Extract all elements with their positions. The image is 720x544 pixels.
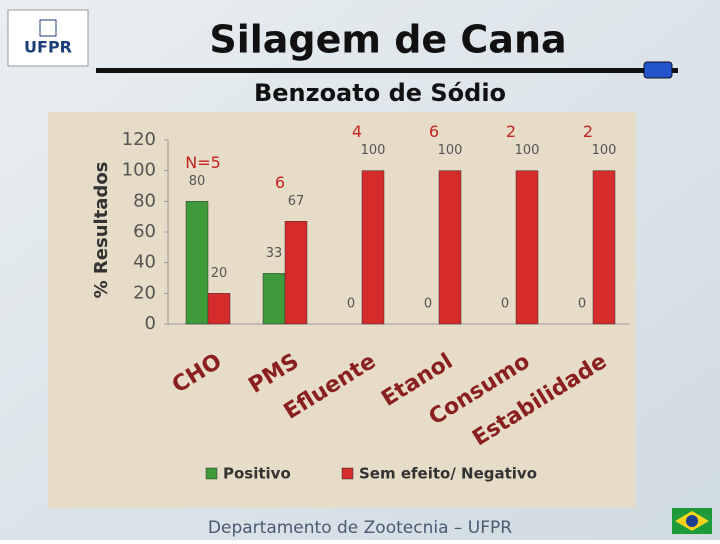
data-label: 20	[211, 266, 228, 281]
y-axis-label: % Resultados	[91, 162, 112, 299]
bar	[284, 221, 308, 325]
annotation: 4	[352, 122, 362, 141]
data-label: 100	[592, 143, 617, 158]
legend-swatch	[205, 467, 218, 480]
slide-title: Silagem de Cana	[209, 18, 566, 62]
data-label: 100	[361, 143, 386, 158]
data-label: 0	[347, 297, 355, 312]
title-rule	[96, 68, 678, 73]
bar	[207, 293, 231, 325]
logo-icon	[39, 19, 57, 37]
y-tick-label: 120	[122, 129, 156, 150]
bar	[361, 170, 385, 325]
y-tick-label: 80	[133, 190, 156, 211]
flag	[672, 508, 712, 534]
annotation: N=5	[185, 153, 221, 172]
data-label: 0	[578, 297, 586, 312]
y-tick-label: 20	[133, 282, 156, 303]
bar	[592, 170, 616, 325]
legend-label: Positivo	[223, 465, 291, 483]
rule-icon	[643, 61, 673, 79]
y-tick-label: 60	[133, 221, 156, 242]
data-label: 67	[288, 194, 305, 209]
annotation: 6	[429, 122, 439, 141]
data-label: 100	[438, 143, 463, 158]
footer: Departamento de Zootecnia – UFPR	[208, 518, 512, 538]
data-label: 0	[424, 297, 432, 312]
data-label: 80	[189, 174, 206, 189]
bar	[515, 170, 539, 325]
annotation: 2	[583, 122, 593, 141]
flag-circle	[686, 515, 698, 527]
bar	[262, 273, 286, 325]
data-label: 33	[266, 246, 283, 261]
y-tick-label: 0	[145, 313, 156, 334]
annotation: 2	[506, 122, 516, 141]
y-tick-label: 100	[122, 160, 156, 181]
bar	[438, 170, 462, 325]
bar	[185, 201, 209, 325]
legend-swatch	[341, 467, 354, 480]
y-tick-label: 40	[133, 252, 156, 273]
slide-subtitle: Benzoato de Sódio	[254, 79, 506, 107]
legend-label: Sem efeito/ Negativo	[359, 465, 537, 483]
logo-box	[7, 9, 89, 67]
data-label: 100	[515, 143, 540, 158]
data-label: 0	[501, 297, 509, 312]
logo: UFPR	[24, 38, 72, 57]
annotation: 6	[275, 173, 285, 192]
